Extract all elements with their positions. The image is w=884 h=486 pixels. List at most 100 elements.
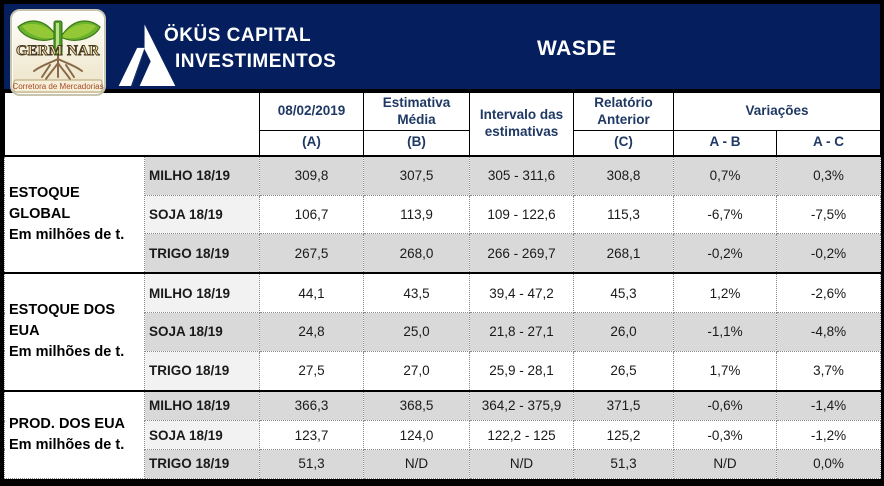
commodity-cell: MILHO 18/19 bbox=[144, 389, 260, 422]
value-ab: -1,1% bbox=[673, 312, 777, 352]
group-unit: Em milhões de t. bbox=[9, 344, 125, 361]
header-band: GERM NAR Corretora de Mercadorias ÖKÜS C… bbox=[4, 4, 880, 96]
header-var-ab: A - B bbox=[673, 130, 777, 156]
value-b: 113,9 bbox=[363, 194, 470, 234]
value-ab: 1,7% bbox=[673, 350, 777, 392]
value-b: 25,0 bbox=[363, 312, 470, 352]
value-b: 43,5 bbox=[363, 272, 470, 314]
triangle-gap bbox=[132, 49, 151, 86]
value-b: 27,0 bbox=[363, 350, 470, 392]
commodity-cell: TRIGO 18/19 bbox=[144, 350, 260, 392]
value-ab: -0,2% bbox=[673, 232, 777, 274]
header-date: 08/02/2019 bbox=[259, 92, 364, 131]
value-a: 106,7 bbox=[259, 194, 364, 234]
value-a: 309,8 bbox=[259, 154, 364, 196]
okus-line1: ÖKÜS CAPITAL bbox=[164, 25, 312, 46]
value-ab: -0,3% bbox=[673, 420, 777, 450]
germinar-word-right: NAR bbox=[67, 43, 100, 59]
table-row: ESTOQUE GLOBAL Em milhões de t. MILHO 18… bbox=[4, 154, 881, 274]
leaf-left-highlight bbox=[22, 23, 57, 39]
header-range: Intervalo das estimativas bbox=[469, 92, 574, 156]
okus-logo-text: ÖKÜS CAPITAL INVESTIMENTOS bbox=[164, 14, 336, 75]
page-title: WASDE bbox=[537, 37, 617, 60]
value-a: 51,3 bbox=[259, 448, 364, 480]
okus-line2: INVESTIMENTOS bbox=[175, 51, 337, 73]
value-range: 39,4 - 47,2 bbox=[469, 272, 574, 314]
header-previous-sub: (C) bbox=[573, 130, 674, 156]
value-ab: 0,7% bbox=[673, 154, 777, 196]
value-b: 307,5 bbox=[363, 154, 470, 196]
table-row: SOJA 18/19 106,7 113,9 109 - 122,6 115,3… bbox=[5, 194, 881, 234]
group-label-cell: ESTOQUE DOS EUA Em milhões de t. bbox=[4, 272, 145, 392]
header-empty-cell bbox=[4, 92, 260, 156]
germinar-subtitle: Corretora de Mercadorias bbox=[12, 82, 103, 91]
value-c: 26,5 bbox=[573, 350, 674, 392]
report-table: 08/02/2019 Estimativa Média Intervalo da… bbox=[4, 92, 881, 480]
commodity-cell: TRIGO 18/19 bbox=[144, 232, 260, 274]
value-ab: -0,6% bbox=[673, 389, 777, 422]
germinar-subtitle-strip bbox=[13, 79, 103, 93]
header-estimate-sub: (B) bbox=[363, 130, 470, 156]
table-row: SOJA 18/19 24,8 25,0 21,8 - 27,1 26,0 -1… bbox=[5, 312, 881, 352]
germinar-word-left: GERM bbox=[16, 43, 63, 59]
value-c: 115,3 bbox=[573, 194, 674, 234]
table-row: TRIGO 18/19 267,5 268,0 266 - 269,7 268,… bbox=[5, 232, 881, 274]
commodity-cell: SOJA 18/19 bbox=[144, 312, 260, 352]
roots-icon bbox=[33, 54, 83, 80]
value-a: 366,3 bbox=[259, 389, 364, 422]
value-a: 123,7 bbox=[259, 420, 364, 450]
sprout-highlight bbox=[56, 23, 59, 53]
header-variations: Variações bbox=[673, 92, 881, 131]
header-estimate: Estimativa Média bbox=[363, 92, 470, 131]
value-range: 122,2 - 125 bbox=[469, 420, 574, 450]
value-ac: 3,7% bbox=[776, 350, 881, 392]
value-a: 267,5 bbox=[259, 232, 364, 274]
table-row: PROD. DOS EUA Em milhões de t. MILHO 18/… bbox=[4, 389, 881, 479]
table-row: TRIGO 18/19 51,3 N/D N/D 51,3 N/D 0,0% bbox=[5, 448, 881, 480]
header-date-sub: (A) bbox=[259, 130, 364, 156]
value-range: 21,8 - 27,1 bbox=[469, 312, 574, 352]
commodity-cell: MILHO 18/19 bbox=[144, 272, 260, 314]
value-range: 305 - 311,6 bbox=[469, 154, 574, 196]
commodity-cell: MILHO 18/19 bbox=[144, 154, 260, 196]
value-a: 44,1 bbox=[259, 272, 364, 314]
value-c: 45,3 bbox=[573, 272, 674, 314]
value-b: N/D bbox=[363, 448, 470, 480]
table-row: ESTOQUE DOS EUA Em milhões de t. MILHO 1… bbox=[4, 272, 881, 392]
value-c: 308,8 bbox=[573, 154, 674, 196]
value-a: 27,5 bbox=[259, 350, 364, 392]
value-range: 364,2 - 375,9 bbox=[469, 389, 574, 422]
okus-logo: ÖKÜS CAPITAL INVESTIMENTOS bbox=[116, 14, 336, 86]
value-c: 125,2 bbox=[573, 420, 674, 450]
value-ac: -2,6% bbox=[776, 272, 881, 314]
value-ac: -4,8% bbox=[776, 312, 881, 352]
value-range: 109 - 122,6 bbox=[469, 194, 574, 234]
germinar-logo: GERM NAR Corretora de Mercadorias bbox=[10, 9, 106, 96]
value-ac: 0,3% bbox=[776, 154, 881, 196]
group-label-cell: PROD. DOS EUA Em milhões de t. bbox=[4, 389, 145, 479]
group-label: ESTOQUE GLOBAL bbox=[9, 184, 80, 222]
germinar-logo-art: GERM NAR Corretora de Mercadorias bbox=[12, 20, 104, 93]
value-a: 24,8 bbox=[259, 312, 364, 352]
value-ab: -6,7% bbox=[673, 194, 777, 234]
value-ab: 1,2% bbox=[673, 272, 777, 314]
value-b: 124,0 bbox=[363, 420, 470, 450]
group-label: ESTOQUE DOS EUA bbox=[9, 302, 116, 340]
value-c: 268,1 bbox=[573, 232, 674, 274]
header-var-ac: A - C bbox=[776, 130, 881, 156]
value-ac: -7,5% bbox=[776, 194, 881, 234]
commodity-cell: SOJA 18/19 bbox=[144, 420, 260, 450]
commodity-cell: SOJA 18/19 bbox=[144, 194, 260, 234]
value-ac: -0,2% bbox=[776, 232, 881, 274]
value-ab: N/D bbox=[673, 448, 777, 480]
value-c: 371,5 bbox=[573, 389, 674, 422]
group-label: PROD. DOS EUA bbox=[9, 415, 126, 432]
value-range: N/D bbox=[469, 448, 574, 480]
triangle-slash bbox=[118, 47, 145, 86]
commodity-cell: TRIGO 18/19 bbox=[144, 448, 260, 480]
leaf-right-highlight bbox=[61, 23, 96, 39]
group-unit: Em milhões de t. bbox=[9, 436, 125, 453]
value-ac: 0,0% bbox=[776, 448, 881, 480]
group-unit: Em milhões de t. bbox=[9, 226, 125, 243]
